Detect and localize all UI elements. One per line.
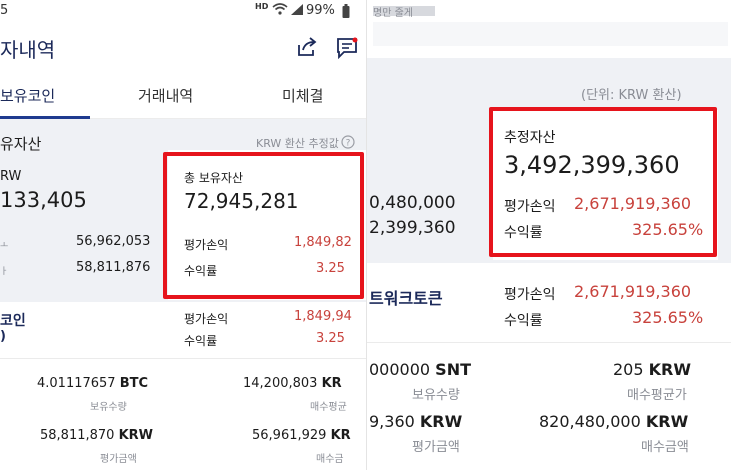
coin-avg-unit: KR: [321, 376, 342, 391]
coin-buy-value: 56,961,929: [252, 428, 327, 443]
coin-qty-value: 4.01117657: [37, 376, 116, 391]
right-buy-label: 매수금액: [641, 440, 689, 455]
coin-avg-label: 매수평균: [310, 402, 347, 413]
tab-history[interactable]: 거래내역: [138, 87, 194, 105]
row1-value: 56,962,053: [76, 234, 151, 249]
right-eval: 9,360 KRW: [369, 412, 462, 431]
highlight-box-left: [163, 152, 364, 299]
share-icon[interactable]: [296, 36, 318, 62]
coin-eval-label: 평가금액: [100, 454, 137, 465]
tab-active-indicator: [0, 116, 90, 119]
right-qty-unit: SNT: [435, 360, 471, 379]
tabs-divider: [0, 118, 366, 119]
right-avg: 205 KRW: [613, 360, 691, 379]
status-bar: 5 HD 99%: [0, 0, 366, 24]
battery-icon: [342, 4, 350, 22]
right-avg-value: 205: [613, 360, 644, 379]
krw-value: 133,405: [0, 188, 87, 212]
assets-section-title: 유자산: [0, 135, 42, 153]
header-blur: [373, 22, 728, 46]
status-time: 5: [0, 3, 9, 18]
right-coin-divider: [367, 342, 731, 343]
coin-rate-value: 3.25: [316, 331, 345, 346]
right-qty-label: 보유수량: [412, 388, 460, 403]
right-pnl-label: 평가손익: [504, 199, 556, 215]
battery-percent: 99%: [306, 3, 335, 18]
right-coin-rate-value: 325.65%: [632, 308, 704, 327]
coin-name[interactable]: 코인: [0, 313, 26, 329]
highlight-box-right: [489, 107, 717, 257]
svg-text:?: ?: [346, 139, 351, 149]
coin-buy-unit: KR: [330, 428, 351, 443]
top-caption: 명만 줄게: [373, 8, 413, 19]
coin-sub: ): [0, 329, 6, 344]
total-assets-value: 72,945,281: [184, 189, 299, 213]
right-avg-unit: KRW: [648, 360, 692, 379]
est-assets-card: [493, 110, 718, 260]
right-buy-unit: KRW: [645, 412, 689, 431]
right-qty: 000000 SNT: [369, 360, 471, 379]
coin-eval-unit: KRW: [118, 428, 154, 443]
row1-fragment: ㅗ: [0, 241, 9, 251]
message-icon[interactable]: [336, 37, 358, 63]
tab-pending[interactable]: 미체결: [282, 87, 324, 105]
coin-qty: 4.01117657 BTC: [37, 376, 148, 391]
wifi-icon: [272, 2, 288, 20]
page-title: 자내역: [0, 38, 56, 62]
total-assets-card: [168, 150, 366, 300]
coin-avg-value: 14,200,803: [243, 376, 318, 391]
hd-badge: HD: [255, 2, 269, 11]
unit-note: (단위: KRW 환산): [581, 88, 682, 103]
right-buy: 820,480,000 KRW: [539, 412, 688, 431]
info-icon[interactable]: ?: [341, 134, 355, 153]
right-eval-label: 평가금액: [412, 440, 460, 455]
right-rate-value: 325.65%: [632, 220, 704, 239]
est-assets-value: 3,492,399,360: [504, 151, 680, 179]
coin-eval: 58,811,870 KRW: [40, 428, 153, 443]
left-screenshot: 5 HD 99% 자내역 보유코인 거래내역 미체결 유자산 KRW 환산 추정…: [0, 0, 366, 465]
coin-qty-label: 보유수량: [90, 402, 127, 413]
right-avg-label: 매수평균가: [627, 388, 687, 403]
coin-avg: 14,200,803 KR: [243, 376, 342, 391]
coin-pnl-value: 1,849,94: [294, 309, 352, 324]
right-buy-value: 820,480,000: [539, 412, 641, 431]
right-eval-unit: KRW: [419, 412, 463, 431]
right-qty-value: 000000: [369, 360, 431, 379]
krw-estimate-note: KRW 환산 추정값: [256, 137, 339, 150]
right-coin-name[interactable]: 트워크토큰: [369, 289, 443, 308]
signal-icon: [290, 3, 304, 20]
right-eval-value: 9,360: [369, 412, 415, 431]
rate-label: 수익률: [184, 264, 218, 278]
coin-rate-label: 수익률: [184, 334, 218, 348]
row2-fragment: ㅏ: [0, 267, 9, 277]
right-pnl-value: 2,671,919,360: [574, 194, 692, 213]
right-rate-label: 수익률: [504, 225, 543, 241]
right-left-val1: 0,480,000: [369, 193, 456, 213]
coin-divider: [0, 358, 366, 359]
coin-eval-value: 58,811,870: [40, 428, 115, 443]
coin-buy: 56,961,929 KR: [252, 428, 351, 443]
tab-holdings[interactable]: 보유코인: [0, 87, 56, 105]
right-coin-rate-label: 수익률: [504, 313, 543, 329]
row2-value: 58,811,876: [76, 260, 151, 275]
right-coin-pnl-value: 2,671,919,360: [574, 282, 692, 301]
krw-label: RW: [0, 169, 22, 184]
pnl-label: 평가손익: [184, 238, 229, 252]
blurred-header: [373, 6, 435, 16]
coin-buy-label: 매수금: [316, 454, 344, 465]
right-screenshot: 명만 줄게 (단위: KRW 환산) 추정자산 3,492,399,360 평가…: [366, 0, 731, 470]
total-assets-label: 총 보유자산: [184, 171, 244, 185]
coin-qty-unit: BTC: [119, 376, 149, 391]
coin-pnl-label: 평가손익: [184, 312, 229, 326]
pnl-value: 1,849,82: [294, 235, 352, 250]
rate-value: 3.25: [316, 261, 345, 276]
right-coin-pnl-label: 평가손익: [504, 287, 556, 303]
right-left-val2: 2,399,360: [369, 218, 456, 238]
est-assets-label: 추정자산: [504, 130, 556, 146]
